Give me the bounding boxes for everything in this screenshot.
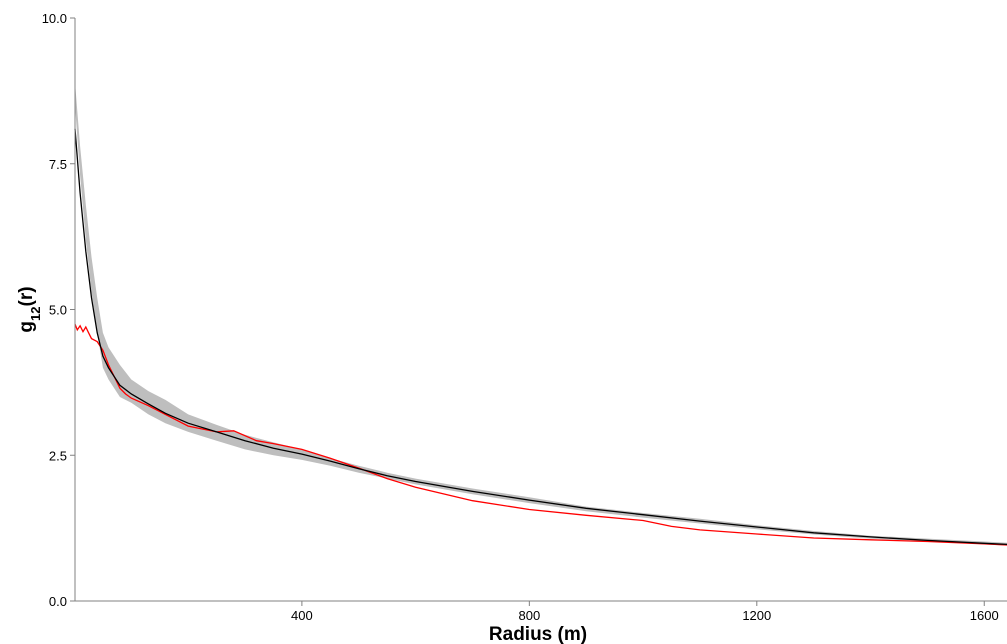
x-tick-label: 800 [518,608,540,623]
y-axis-title-suffix: (r) [16,286,37,306]
y-tick-label: 0.0 [49,594,67,609]
axes-layer [74,18,1007,602]
y-axis-title-main: g [16,321,37,333]
x-tick-label: 1600 [970,608,999,623]
observed-line [74,323,1007,546]
y-tick-label: 10.0 [42,11,67,26]
y-tick-label: 2.5 [49,448,67,463]
series-layer [74,128,1007,546]
envelope-band [75,82,1007,546]
envelope-layer [75,82,1007,546]
x-tick-label: 400 [291,608,313,623]
ticks-layer: 0.0 2.5 5.0 7.5 10.0 400 800 1200 1600 [42,11,999,623]
y-tick-label: 7.5 [49,157,67,172]
y-axis-title: g12(r) [16,286,43,332]
x-axis-title: Radius (m) [489,624,587,644]
y-axis-title-subscript: 12 [28,306,43,320]
y-tick-label: 5.0 [49,303,67,318]
theoretical-line [74,128,1007,546]
x-tick-label: 1200 [742,608,771,623]
